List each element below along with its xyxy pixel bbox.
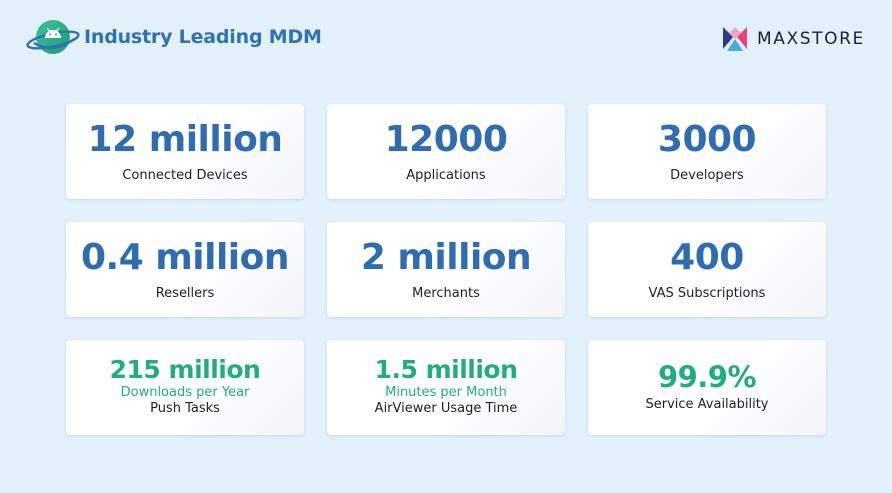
stat-card-merchants: 2 million Merchants [327, 222, 565, 317]
stat-value: 12 million [87, 119, 283, 160]
stat-label: Connected Devices [122, 168, 248, 183]
stat-label: Push Tasks [150, 401, 220, 416]
stat-value: 215 million [109, 355, 261, 384]
stat-value: 400 [670, 237, 744, 278]
stat-sublabel: Minutes per Month [385, 385, 507, 400]
android-planet-icon [26, 17, 80, 57]
stat-value: 1.5 million [374, 355, 518, 384]
stat-label: AirViewer Usage Time [374, 401, 518, 416]
stat-value: 3000 [657, 119, 757, 160]
stat-label: VAS Subscriptions [648, 286, 766, 301]
stat-value: 2 million [360, 237, 532, 278]
stat-card-service-availability: 99.9% Service Availability [588, 340, 826, 435]
brand-name: MAXSTORE [757, 29, 865, 49]
brand-header: MAXSTORE [721, 24, 865, 54]
stat-card-applications: 12000 Applications [327, 104, 565, 199]
stat-card-vas-subscriptions: 400 VAS Subscriptions [588, 222, 826, 317]
stat-card-connected-devices: 12 million Connected Devices [66, 104, 304, 199]
stat-label: Applications [406, 168, 486, 183]
stat-card-airviewer-usage: 1.5 million Minutes per Month AirViewer … [327, 340, 565, 435]
stat-value: 0.4 million [80, 237, 290, 278]
stat-label: Service Availability [645, 397, 769, 412]
page-title: Industry Leading MDM [84, 26, 322, 48]
stat-value: 99.9% [657, 360, 757, 394]
stat-label: Merchants [412, 286, 480, 301]
stat-label: Resellers [155, 286, 215, 301]
stat-label: Developers [670, 168, 744, 183]
maxstore-logo-icon [721, 25, 749, 53]
header-left: Industry Leading MDM [26, 17, 322, 57]
stat-sublabel: Downloads per Year [120, 385, 250, 400]
stat-card-resellers: 0.4 million Resellers [66, 222, 304, 317]
stat-value: 12000 [384, 119, 508, 160]
stat-card-developers: 3000 Developers [588, 104, 826, 199]
stat-card-push-tasks: 215 million Downloads per Year Push Task… [66, 340, 304, 435]
